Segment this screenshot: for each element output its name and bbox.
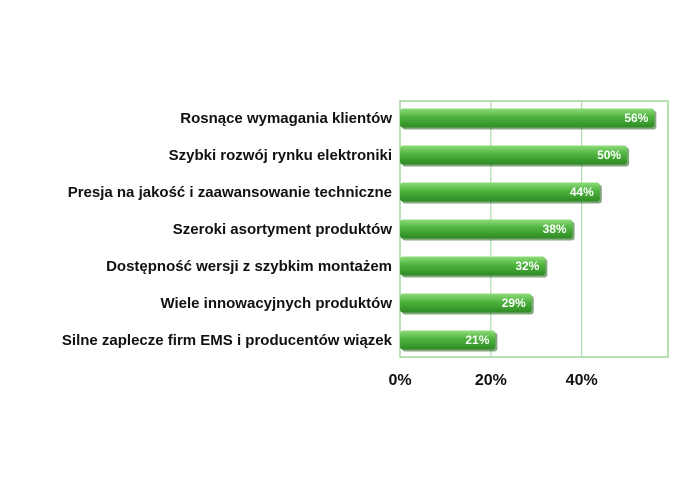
bar: [400, 293, 532, 313]
x-axis-tick-labels: 0% 20% 40%: [388, 372, 597, 389]
bars: 56% 50% 44% 38% 32% 29% 21%: [400, 108, 657, 352]
bar: [400, 219, 573, 239]
bar: [400, 145, 628, 165]
bar-value-label: 50%: [597, 148, 621, 162]
bar-value-label: 21%: [465, 333, 489, 347]
category-labels: Rosnące wymagania klientów Szybki rozwój …: [62, 110, 393, 349]
category-label: Presja na jakość i zaawansowanie technic…: [68, 184, 392, 201]
bar-value-label: 32%: [515, 259, 539, 273]
bar-value-label: 29%: [502, 296, 526, 310]
bar-value-label: 56%: [624, 111, 648, 125]
x-tick-label: 20%: [475, 372, 507, 389]
category-label: Silne zaplecze firm EMS i producentów wi…: [62, 332, 393, 349]
category-label: Szeroki asortyment produktów: [173, 221, 393, 238]
bar: [400, 256, 546, 276]
bar: [400, 108, 655, 128]
x-tick-label: 0%: [388, 372, 411, 389]
category-label: Szybki rozwój rynku elektroniki: [169, 147, 392, 164]
bar-value-label: 38%: [543, 222, 567, 236]
bar: [400, 330, 496, 350]
category-label: Dostępność wersji z szybkim montażem: [106, 258, 392, 275]
category-label: Wiele innowacyjnych produktów: [160, 295, 392, 312]
bar-value-label: 44%: [570, 185, 594, 199]
x-tick-label: 40%: [566, 372, 598, 389]
bar: [400, 182, 600, 202]
category-label: Rosnące wymagania klientów: [180, 110, 392, 127]
